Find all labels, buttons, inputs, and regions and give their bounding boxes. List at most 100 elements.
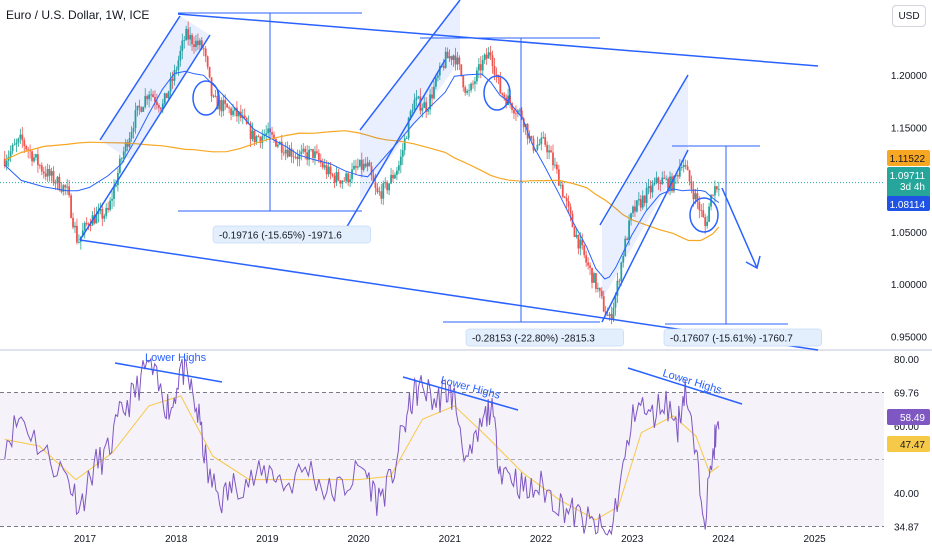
candle-body: [575, 234, 578, 237]
candle-body: [634, 206, 636, 212]
candle-body: [446, 51, 449, 59]
candle-body: [161, 103, 164, 110]
channel-fill: [360, 0, 460, 200]
candle: [306, 145, 309, 166]
candle-body: [487, 52, 490, 59]
candle: [280, 134, 283, 160]
pane-divider[interactable]: [0, 349, 932, 351]
candle: [124, 138, 127, 158]
candle-body: [635, 200, 638, 212]
candle: [632, 205, 634, 218]
candle: [370, 161, 373, 181]
candle: [575, 229, 578, 239]
candle-body: [456, 57, 459, 65]
measurement-text: -0.19716 (-15.65%) -1971.6: [219, 231, 342, 242]
candle: [405, 135, 408, 140]
candle-body: [466, 90, 469, 93]
candle-body: [218, 100, 221, 110]
projection-arrowhead: [745, 255, 761, 270]
candle-body: [237, 111, 240, 117]
candle: [42, 166, 45, 179]
candle: [17, 137, 20, 147]
candle: [587, 257, 590, 270]
candle-body: [85, 222, 88, 224]
candle: [515, 105, 517, 122]
candle: [40, 162, 43, 175]
candle: [411, 103, 414, 114]
candle: [265, 125, 268, 142]
candle-body: [21, 134, 24, 141]
candle: [704, 213, 707, 234]
candle-body: [649, 186, 652, 193]
candle: [157, 103, 160, 113]
candle-body: [74, 225, 76, 228]
candle-body: [11, 145, 14, 152]
candle-body: [50, 171, 53, 176]
candle-body: [93, 215, 96, 224]
candle-body: [520, 110, 523, 119]
candle: [13, 138, 16, 146]
price-tick-label: 1.00000: [891, 280, 928, 291]
candle: [659, 179, 662, 192]
candle-body: [77, 241, 80, 243]
x-tick-label: 2018: [165, 534, 188, 545]
candle: [503, 91, 506, 101]
candle-body: [323, 165, 326, 168]
candle-body: [493, 65, 496, 75]
candle-body: [175, 69, 178, 71]
candle: [712, 194, 714, 197]
candle-body: [128, 138, 131, 147]
candle: [392, 169, 394, 182]
candle: [618, 278, 621, 286]
candle-body: [202, 48, 205, 50]
candle-body: [234, 107, 236, 111]
candle: [97, 203, 100, 223]
candle: [5, 154, 8, 171]
candle-body: [583, 245, 586, 256]
rsi-upper-band-label: 69.76: [894, 389, 919, 400]
candle: [136, 105, 139, 117]
candle: [150, 88, 152, 102]
ma200-price-tag: [887, 150, 930, 166]
candle-body: [673, 176, 675, 192]
currency-button[interactable]: USD: [892, 5, 926, 27]
candle-body: [111, 198, 113, 201]
candle: [152, 90, 154, 98]
candle: [44, 165, 47, 181]
candle: [384, 177, 387, 189]
candle-body: [185, 28, 188, 41]
candle-body: [3, 158, 6, 167]
candle: [111, 190, 113, 209]
candle: [308, 145, 311, 167]
last-price-tag-text: 3d 4h: [900, 182, 925, 193]
candle-body: [132, 128, 135, 132]
candle: [417, 95, 420, 100]
candle: [161, 98, 164, 114]
candle: [130, 126, 133, 142]
candle: [206, 55, 209, 70]
candle-body: [513, 109, 515, 114]
candle: [573, 226, 576, 238]
candle: [390, 167, 392, 185]
candle: [491, 50, 494, 74]
candle: [698, 196, 701, 219]
candle: [290, 142, 293, 163]
candle-body: [349, 179, 351, 183]
candle: [33, 153, 35, 163]
candle: [310, 148, 312, 152]
circle-highlight: [192, 80, 220, 116]
candle: [132, 121, 135, 139]
candle-body: [60, 190, 63, 192]
candle: [700, 204, 703, 218]
candle-body: [511, 103, 513, 110]
candle: [456, 52, 459, 71]
candle-body: [477, 64, 480, 71]
candle-body: [637, 199, 640, 201]
moving-average-blue: [4, 70, 720, 280]
candle: [347, 171, 350, 186]
candle: [708, 202, 710, 223]
candle-body: [518, 110, 521, 112]
candle-body: [206, 56, 209, 67]
candle-body: [191, 35, 193, 45]
